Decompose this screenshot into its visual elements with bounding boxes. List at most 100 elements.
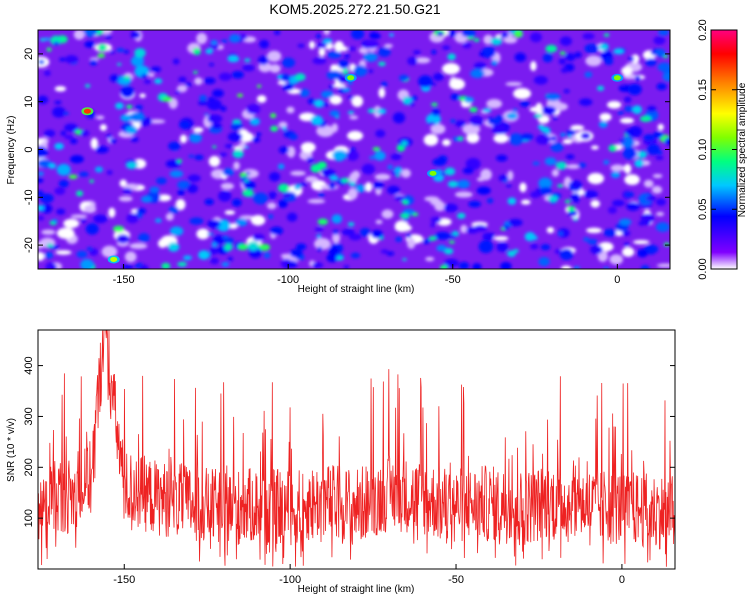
heatmap-x-ticks: -150 -100 -50 0	[113, 264, 620, 286]
heatmap-cell	[622, 147, 637, 160]
heatmap-cell	[235, 218, 248, 227]
heatmap-cell	[246, 103, 261, 115]
heatmap-cell	[86, 247, 93, 251]
heatmap-cell	[540, 186, 552, 196]
x-tick-label: -100	[279, 574, 301, 586]
heatmap-cell	[469, 115, 484, 127]
heatmap-cell	[314, 227, 324, 233]
heatmap-cell	[488, 232, 495, 237]
heatmap-cell	[375, 129, 386, 138]
heatmap-cell	[274, 30, 281, 35]
heatmap-cell	[647, 105, 657, 113]
heatmap-cell	[454, 191, 473, 198]
heatmap-cell	[347, 222, 355, 227]
heatmap-cell	[371, 229, 383, 239]
heatmap-cell	[328, 182, 336, 190]
heatmap-cell	[43, 129, 56, 138]
heatmap-cell	[431, 82, 437, 86]
heatmap-cell	[250, 215, 266, 226]
heatmap-cell	[299, 88, 310, 98]
heatmap-cell	[193, 70, 198, 74]
heatmap-cell	[493, 133, 509, 144]
heatmap-cell	[583, 237, 590, 242]
heatmap-cell	[520, 133, 534, 141]
heatmap-cell	[574, 51, 582, 58]
heatmap-cell	[78, 171, 89, 177]
y-tick-label: 20	[23, 48, 35, 60]
heatmap-cell	[361, 163, 375, 175]
heatmap-cell	[38, 251, 45, 261]
heatmap-cell	[557, 184, 564, 188]
heatmap-cell	[106, 134, 113, 139]
heatmap-cell	[76, 250, 88, 258]
heatmap-cell	[109, 138, 117, 144]
heatmap-cell	[565, 154, 575, 160]
heatmap-cell	[572, 217, 579, 221]
heatmap-cell	[154, 78, 163, 84]
heatmap-cell	[54, 187, 66, 195]
heatmap-cell	[607, 100, 622, 109]
heatmap-cell	[506, 112, 518, 120]
heatmap-cell	[431, 49, 437, 55]
heatmap-cell	[307, 98, 315, 105]
heatmap-cell	[321, 90, 334, 99]
heatmap-cell	[95, 115, 105, 120]
heatmap-cell	[60, 130, 67, 136]
heatmap-cell	[613, 48, 625, 55]
heatmap-cell	[332, 149, 346, 162]
heatmap-cell	[512, 108, 518, 113]
heatmap-cell	[213, 235, 226, 245]
heatmap-cell	[619, 117, 635, 124]
heatmap-cell	[460, 224, 468, 234]
heatmap-cell	[229, 34, 241, 43]
heatmap-cell	[109, 74, 120, 83]
heatmap-cell	[655, 198, 667, 206]
snr-x-ticks: -150 -100 -50 0	[113, 564, 625, 586]
heatmap-cell	[623, 163, 632, 174]
heatmap-cell	[183, 255, 192, 261]
heatmap-cell	[38, 205, 45, 211]
y-tick-label: -20	[23, 237, 35, 253]
heatmap-cell	[538, 256, 550, 267]
heatmap-cell	[177, 189, 185, 196]
heatmap-cell	[469, 106, 478, 113]
heatmap-cell	[655, 211, 665, 217]
heatmap-cell	[337, 59, 350, 69]
heatmap-cell	[172, 58, 180, 65]
heatmap-cell	[537, 124, 545, 130]
heatmap-cell	[587, 172, 605, 185]
heatmap-cell	[212, 145, 217, 149]
heatmap-cell	[155, 218, 162, 223]
heatmap-cell	[625, 129, 634, 136]
heatmap-cell	[590, 244, 603, 255]
heatmap-cell	[423, 134, 439, 146]
heatmap-cell	[490, 37, 503, 46]
heatmap-cell	[58, 179, 69, 188]
heatmap-cell	[224, 237, 235, 245]
heatmap-y-ticks: -20 -10 0 10 20	[23, 48, 670, 253]
heatmap-cell	[381, 81, 388, 88]
heatmap-cell	[52, 219, 58, 223]
heatmap-cell	[597, 85, 605, 91]
heatmap-cell	[56, 163, 71, 176]
heatmap-cell	[194, 154, 204, 161]
heatmap-cell	[500, 261, 512, 269]
heatmap-cell	[149, 186, 160, 193]
heatmap-cell	[552, 116, 558, 120]
heatmap-cell	[341, 228, 355, 236]
heatmap-cell	[332, 229, 339, 235]
heatmap-cell	[498, 174, 509, 182]
heatmap-cell	[447, 180, 459, 188]
heatmap-cell	[513, 30, 523, 38]
heatmap-cell	[347, 110, 355, 115]
heatmap-cell	[169, 170, 184, 178]
heatmap-cell	[560, 265, 572, 269]
heatmap-cell	[70, 214, 88, 219]
heatmap-cell	[645, 220, 651, 226]
heatmap-cell	[73, 30, 85, 40]
heatmap-cell	[462, 167, 474, 175]
heatmap-cell	[209, 257, 219, 265]
heatmap-cell	[188, 154, 195, 158]
heatmap-cell	[375, 219, 383, 225]
heatmap-cell	[221, 262, 230, 267]
